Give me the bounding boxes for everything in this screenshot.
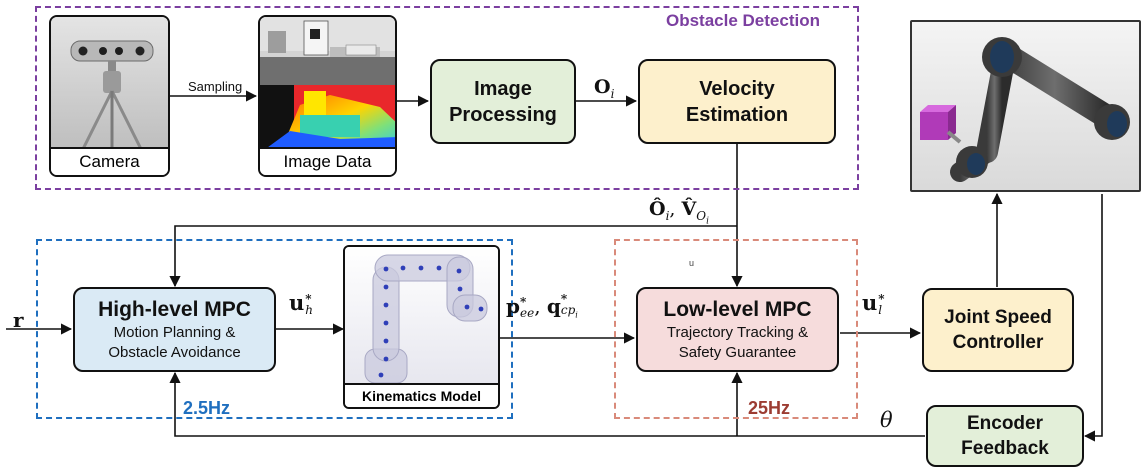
camera-picture: Camera <box>49 15 170 177</box>
high-level-mpc-block: High-level MPC Motion Planning & Obstacl… <box>73 287 276 372</box>
image-data-caption: Image Data <box>260 147 395 175</box>
ul-label: u * l <box>862 290 885 317</box>
low-level-mpc-line2: Safety Guarantee <box>678 343 797 361</box>
obstacle-detection-label: Obstacle Detection <box>666 11 820 30</box>
r-label: r <box>13 308 24 332</box>
image-processing-line2: Processing <box>449 103 557 126</box>
high-level-mpc-line1: Motion Planning & <box>113 323 236 341</box>
velocity-estimation-line1: Velocity <box>699 77 775 100</box>
high-level-region <box>36 239 513 419</box>
low-level-mpc-title: Low-level MPC <box>663 297 812 321</box>
camera-caption: Camera <box>51 147 168 175</box>
high-level-mpc-title: High-level MPC <box>98 297 251 321</box>
obstacle-detection-region <box>35 6 859 190</box>
joint-speed-line2: Controller <box>952 332 1044 353</box>
high-level-rate-label: 2.5Hz <box>183 398 231 418</box>
kinematics-render <box>345 247 498 389</box>
sampling-label: Sampling <box>188 79 243 94</box>
camera-icon <box>51 17 168 153</box>
depth-map <box>260 85 395 153</box>
kinematics-caption: Kinematics Model <box>345 383 498 407</box>
pq-label: p * ee, q * cpi <box>506 292 578 320</box>
high-level-mpc-line2: Obstacle Avoidance <box>108 343 241 361</box>
arrow-obstacle-to-high-mpc <box>169 225 737 288</box>
joint-speed-line1: Joint Speed <box>944 307 1052 328</box>
low-level-region <box>614 239 858 419</box>
obstacle-estimate-label: Ôi, V̂Oi <box>649 198 709 227</box>
low-level-rate-label: 25Hz <box>748 398 791 418</box>
image-data-picture: Image Data <box>258 15 397 177</box>
encoder-line1: Encoder <box>966 413 1044 434</box>
low-level-mpc-line1: Trajectory Tracking & <box>666 323 809 341</box>
stray-mark: u <box>689 258 695 268</box>
oi-label: Oi <box>594 76 615 101</box>
robot-arm-icon <box>912 22 1139 190</box>
scene-photo <box>260 17 395 85</box>
kinematics-picture: Kinematics Model <box>343 245 500 409</box>
uh-label: u * h <box>289 290 314 317</box>
low-level-mpc-block: Low-level MPC Trajectory Tracking & Safe… <box>636 287 839 372</box>
velocity-estimation-line2: Estimation <box>685 103 789 126</box>
arrow-robot-to-encoder <box>1083 194 1103 442</box>
encoder-feedback-block: Encoder Feedback <box>926 405 1084 467</box>
image-processing-line1: Image <box>474 77 532 100</box>
joint-speed-controller-block: Joint Speed Controller <box>922 288 1074 372</box>
robot-picture <box>910 20 1141 192</box>
arrow-encoder-to-high-mpc <box>169 371 925 437</box>
image-processing-block: Image Processing <box>430 59 576 144</box>
theta-label: θ <box>880 408 893 432</box>
encoder-line2: Feedback <box>961 438 1049 459</box>
velocity-estimation-block: Velocity Estimation <box>638 59 836 144</box>
